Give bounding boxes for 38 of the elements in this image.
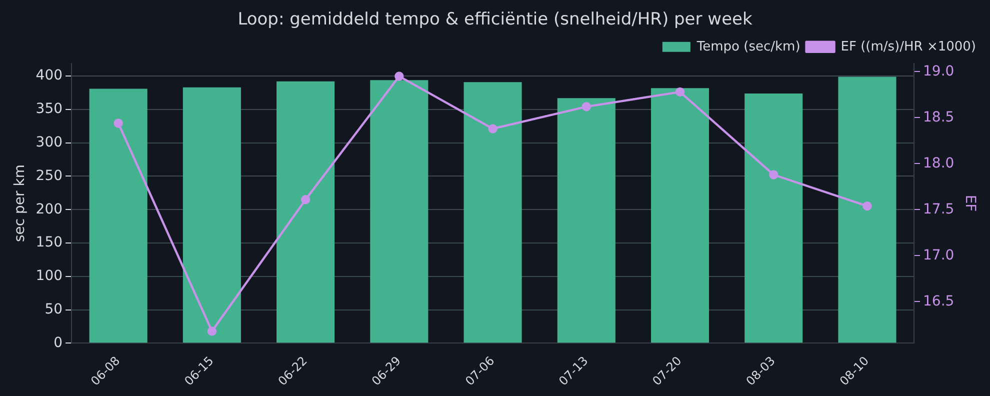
point (300, 195, 310, 204)
bar (838, 76, 896, 343)
y-tick-label: 50 (44, 301, 63, 318)
chart-title: Loop: gemiddeld tempo & efficiëntie (snelheid/HR) per week (238, 10, 752, 30)
bar (650, 88, 710, 343)
y-tick-label: 250 (36, 168, 63, 184)
y-tick-label: 300 (36, 134, 63, 150)
y2-tick-label: 16.5 (923, 293, 954, 310)
bar (276, 81, 335, 343)
y-tick-label: 0 (54, 334, 63, 351)
bar (370, 80, 428, 343)
legend-label: EF ((m/s)/HR ×1000) (840, 39, 976, 54)
y2-tick-label: 19.0 (923, 63, 954, 80)
point (488, 124, 498, 134)
point (675, 87, 685, 97)
bar (464, 82, 522, 343)
y-tick-label: 200 (36, 201, 63, 218)
y-tick-label: 150 (36, 234, 63, 251)
y2-tick-label: 17.5 (923, 201, 954, 218)
legend-label: Tempo (sec/km) (696, 39, 800, 54)
y-axis-title: sec per km (12, 164, 28, 242)
point (769, 170, 778, 180)
bar (89, 88, 148, 343)
point (394, 72, 404, 81)
y-tick-label: 350 (36, 101, 63, 118)
y2-axis-title: EF (962, 194, 978, 212)
point (207, 326, 217, 336)
y2-tick-label: 17.0 (923, 247, 954, 264)
y2-tick-label: 18.5 (923, 109, 954, 126)
point (582, 102, 591, 112)
bar (744, 93, 803, 343)
y-tick-label: 100 (36, 268, 63, 284)
bar (182, 87, 241, 343)
y2-tick-label: 18.0 (923, 155, 954, 172)
point (114, 118, 123, 128)
bar (557, 98, 616, 343)
y-tick-label: 400 (36, 68, 63, 84)
point (862, 201, 872, 211)
